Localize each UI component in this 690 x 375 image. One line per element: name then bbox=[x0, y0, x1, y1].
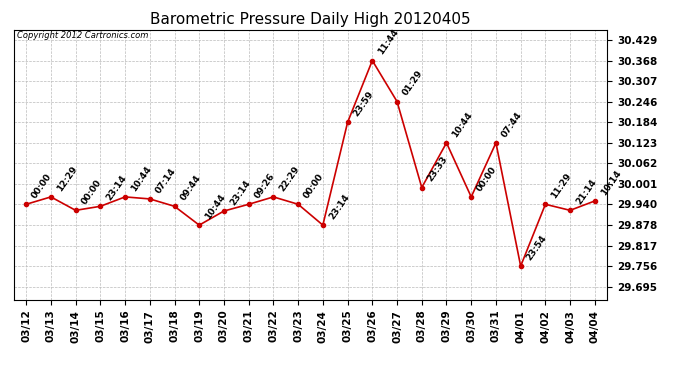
Text: 11:44: 11:44 bbox=[377, 28, 400, 56]
Text: 07:44: 07:44 bbox=[500, 110, 524, 139]
Text: 00:00: 00:00 bbox=[475, 165, 499, 193]
Text: 23:54: 23:54 bbox=[525, 233, 549, 262]
Text: 23:14: 23:14 bbox=[327, 192, 351, 221]
Text: 23:14: 23:14 bbox=[104, 173, 128, 202]
Text: 10:14: 10:14 bbox=[599, 168, 623, 197]
Text: 10:44: 10:44 bbox=[129, 164, 153, 193]
Text: 07:14: 07:14 bbox=[154, 166, 178, 195]
Text: 01:29: 01:29 bbox=[401, 69, 425, 98]
Title: Barometric Pressure Daily High 20120405: Barometric Pressure Daily High 20120405 bbox=[150, 12, 471, 27]
Text: 12:29: 12:29 bbox=[55, 164, 79, 193]
Text: 09:44: 09:44 bbox=[179, 173, 203, 202]
Text: Copyright 2012 Cartronics.com: Copyright 2012 Cartronics.com bbox=[17, 32, 148, 40]
Text: 23:59: 23:59 bbox=[352, 90, 375, 118]
Text: 09:26: 09:26 bbox=[253, 171, 277, 200]
Text: 00:00: 00:00 bbox=[80, 178, 104, 206]
Text: 21:14: 21:14 bbox=[574, 177, 598, 206]
Text: 23:14: 23:14 bbox=[228, 178, 252, 207]
Text: 00:00: 00:00 bbox=[302, 172, 326, 200]
Text: 00:00: 00:00 bbox=[30, 172, 54, 200]
Text: 22:29: 22:29 bbox=[277, 164, 302, 193]
Text: 23:33: 23:33 bbox=[426, 155, 450, 183]
Text: 10:44: 10:44 bbox=[204, 192, 227, 221]
Text: 10:44: 10:44 bbox=[451, 110, 475, 139]
Text: 11:29: 11:29 bbox=[549, 171, 573, 200]
